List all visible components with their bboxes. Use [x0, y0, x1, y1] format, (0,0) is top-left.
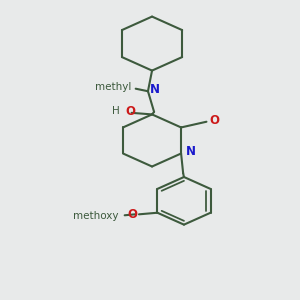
Text: methoxy: methoxy — [73, 211, 118, 221]
Text: O: O — [127, 208, 137, 221]
Text: methyl: methyl — [95, 82, 132, 92]
Text: H: H — [112, 106, 119, 116]
Text: N: N — [186, 146, 196, 158]
Text: O: O — [210, 114, 220, 127]
Text: O: O — [125, 105, 136, 119]
Text: N: N — [150, 83, 160, 96]
